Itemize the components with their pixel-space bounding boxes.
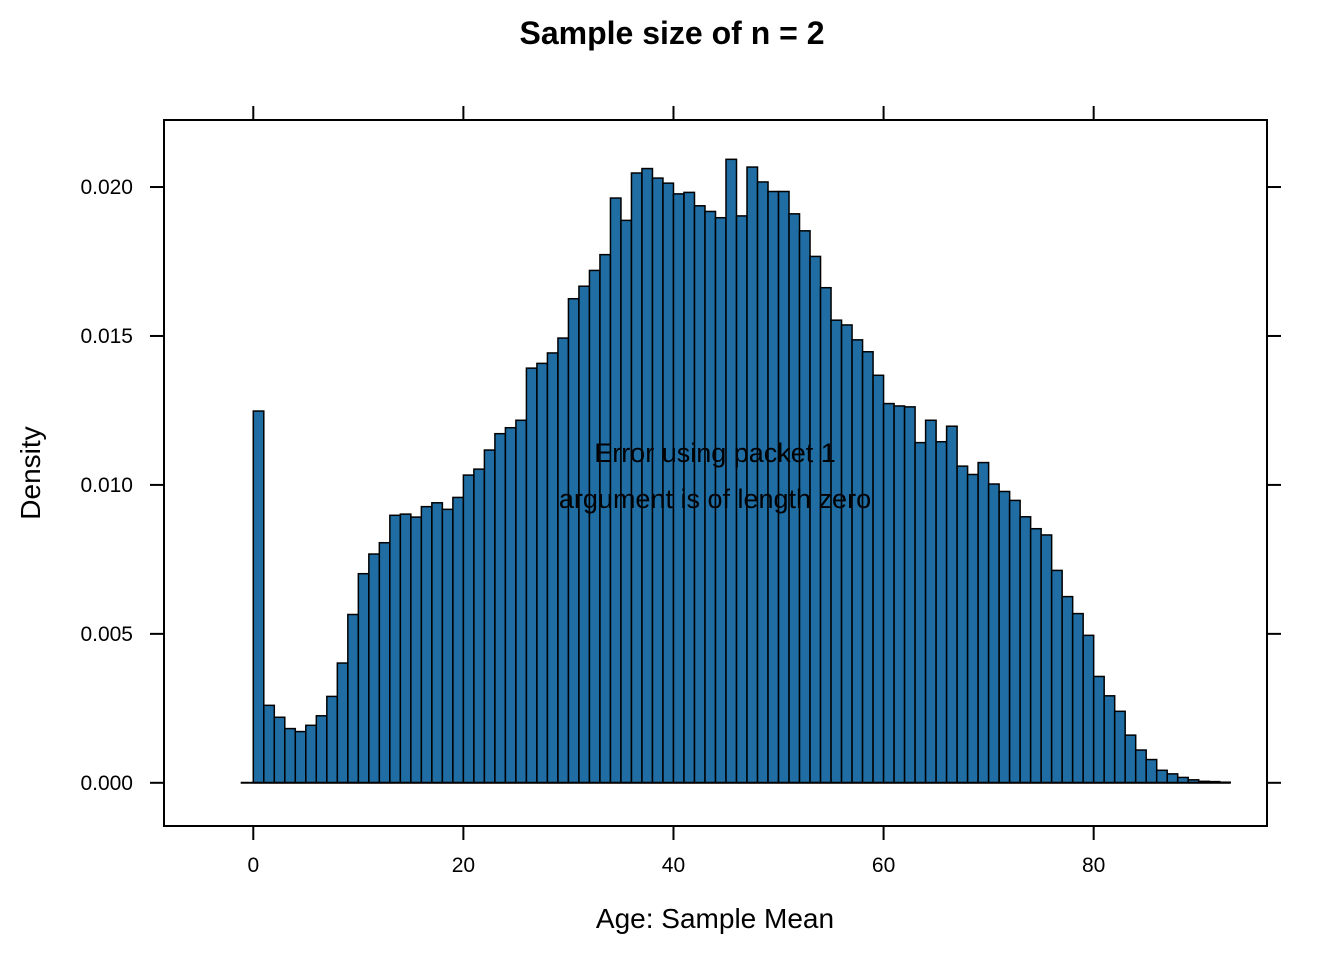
- histogram-bar: [1145, 758, 1158, 784]
- histogram-bar: [1019, 516, 1032, 784]
- histogram-bar: [284, 727, 297, 784]
- histogram-bar: [1134, 749, 1147, 784]
- histogram-bar: [588, 269, 601, 784]
- histogram-bar: [410, 516, 423, 784]
- x-tick-label: 20: [452, 854, 475, 877]
- histogram-bar: [1155, 769, 1168, 784]
- histogram-bar: [515, 419, 528, 784]
- histogram-bar: [1061, 595, 1074, 784]
- histogram-bar: [830, 319, 843, 784]
- chart-title: Sample size of n = 2: [520, 15, 825, 51]
- y-tick-label: 0.005: [80, 623, 133, 646]
- histogram-bar: [966, 473, 979, 784]
- histogram-bar: [924, 419, 937, 784]
- histogram-bar: [536, 362, 549, 784]
- x-tick-label: 0: [247, 854, 259, 877]
- histogram-bar: [336, 662, 349, 784]
- histogram-bar: [819, 286, 832, 784]
- histogram-bar: [725, 158, 738, 784]
- x-tick-label: 40: [662, 854, 685, 877]
- histogram-bar: [1103, 695, 1116, 784]
- histogram-bar: [1008, 499, 1021, 784]
- histogram-bar: [525, 367, 538, 784]
- histogram-bars: [252, 158, 1231, 784]
- histogram-bar: [861, 351, 874, 784]
- histogram-bar: [483, 449, 496, 784]
- histogram-bar: [914, 441, 927, 784]
- histogram-bar: [1050, 569, 1063, 784]
- histogram-bar: [1082, 634, 1095, 784]
- histogram-bar: [347, 613, 360, 784]
- histogram-bar: [441, 508, 454, 784]
- x-tick-label: 80: [1082, 854, 1105, 877]
- histogram-bar: [473, 468, 486, 784]
- y-tick-label: 0.020: [80, 176, 133, 199]
- histogram-bar: [294, 730, 307, 784]
- histogram-bar: [956, 465, 969, 784]
- histogram-bar: [1040, 534, 1053, 784]
- histogram-bar: [998, 490, 1011, 784]
- histogram-bar: [599, 253, 612, 784]
- plot-frame: [163, 119, 1268, 827]
- histogram-bar: [357, 572, 370, 784]
- histogram-bar: [378, 541, 391, 784]
- histogram-bar: [1092, 675, 1105, 784]
- y-tick-label: 0.015: [80, 325, 133, 348]
- x-tick-label: 60: [872, 854, 895, 877]
- histogram-bar: [462, 474, 475, 784]
- histogram-bar: [630, 172, 643, 784]
- histogram-bar: [641, 167, 654, 784]
- histogram-bar: [1071, 612, 1084, 784]
- histogram-bar: [935, 440, 948, 784]
- x-axis-label: Age: Sample Mean: [596, 903, 834, 934]
- histogram-bar: [987, 483, 1000, 784]
- histogram-bar: [1113, 710, 1126, 784]
- histogram-bar: [263, 704, 276, 784]
- histogram-bar: [840, 324, 853, 784]
- histogram-bar: [399, 513, 412, 784]
- error-message-line-2: argument is of length zero: [559, 484, 871, 514]
- histogram-bar: [494, 432, 507, 784]
- y-axis-label: Density: [15, 426, 46, 519]
- histogram-bar: [546, 352, 559, 784]
- histogram-bar: [305, 724, 318, 784]
- histogram-bar: [431, 502, 444, 784]
- histogram-bar: [851, 339, 864, 784]
- histogram-bar: [578, 285, 591, 784]
- histogram-bar: [1124, 734, 1137, 784]
- error-message-line-1: Error using packet 1: [594, 438, 836, 468]
- histogram-bar: [252, 410, 265, 784]
- histogram-bar: [882, 402, 895, 784]
- x-axis: 0 20 40 60 80: [247, 106, 1105, 877]
- histogram-bar: [893, 405, 906, 784]
- histogram-bar: [504, 426, 517, 784]
- histogram-bar: [977, 461, 990, 784]
- histogram-bar: [273, 716, 286, 784]
- histogram-bar: [368, 553, 381, 784]
- histogram-bar: [756, 181, 769, 784]
- histogram-bar: [1166, 773, 1179, 784]
- histogram-bar: [1029, 527, 1042, 784]
- histogram-bar: [809, 255, 822, 784]
- histogram-bar: [662, 182, 675, 784]
- histogram-bar: [557, 337, 570, 784]
- histogram-bar: [315, 715, 328, 784]
- y-tick-label: 0.000: [80, 772, 133, 795]
- error-message: Error using packet 1 argument is of leng…: [559, 438, 871, 514]
- y-tick-label: 0.010: [80, 474, 133, 497]
- histogram-bar: [389, 514, 402, 784]
- histogram-bar: [326, 695, 339, 784]
- y-axis: 0.000 0.005 0.010 0.015 0.020: [80, 176, 1281, 795]
- histogram-bar: [651, 177, 664, 784]
- histogram-bar: [872, 374, 885, 784]
- histogram-bar: [420, 505, 433, 784]
- histogram-bar: [567, 297, 580, 784]
- histogram-bar: [903, 406, 916, 784]
- histogram-bar: [452, 496, 465, 784]
- histogram-bar: [945, 425, 958, 784]
- histogram-bar: [746, 166, 759, 784]
